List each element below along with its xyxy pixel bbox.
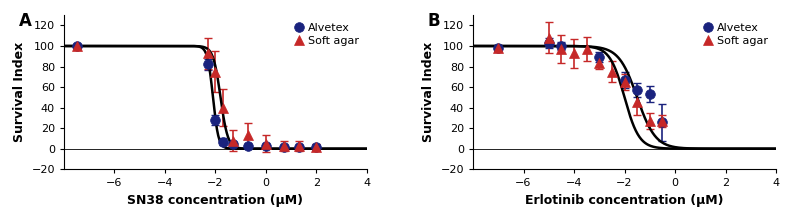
Soft agar (645, 120, 654, 122)
Soft agar (594, 62, 604, 65)
Soft agar (620, 81, 630, 83)
Legend: Alvetex, Soft agar: Alvetex, Soft agar (702, 21, 770, 49)
Soft agar (261, 142, 270, 145)
Soft agar (494, 47, 503, 49)
Text: A: A (18, 12, 31, 30)
X-axis label: SN38 concentration (μM): SN38 concentration (μM) (127, 194, 303, 207)
Alvetex (594, 56, 604, 59)
Alvetex (494, 47, 503, 49)
X-axis label: Erlotinib concentration (μM): Erlotinib concentration (μM) (526, 194, 724, 207)
Alvetex (279, 145, 289, 148)
Alvetex (557, 45, 566, 47)
Alvetex (312, 145, 322, 148)
Alvetex (261, 144, 270, 147)
Alvetex (228, 142, 238, 145)
Soft agar (203, 52, 213, 54)
Alvetex (632, 89, 642, 92)
Alvetex (203, 63, 213, 66)
Alvetex (294, 145, 304, 148)
Line: Alvetex: Alvetex (72, 41, 322, 151)
Soft agar (243, 134, 253, 137)
Alvetex (645, 93, 654, 95)
Alvetex (620, 79, 630, 81)
Soft agar (632, 101, 642, 104)
Soft agar (557, 48, 566, 50)
Soft agar (210, 70, 220, 73)
Soft agar (582, 48, 591, 50)
Text: B: B (427, 12, 440, 30)
Alvetex (210, 119, 220, 121)
Line: Soft agar: Soft agar (72, 41, 322, 151)
Line: Soft agar: Soft agar (494, 33, 667, 126)
Soft agar (228, 139, 238, 142)
Legend: Alvetex, Soft agar: Alvetex, Soft agar (293, 21, 362, 49)
Alvetex (544, 42, 554, 44)
Soft agar (294, 144, 304, 147)
Soft agar (570, 52, 579, 54)
Soft agar (218, 106, 228, 109)
Soft agar (658, 120, 667, 122)
Alvetex (72, 45, 82, 47)
Alvetex (658, 121, 667, 123)
Y-axis label: Survival Index: Survival Index (13, 42, 26, 142)
Soft agar (607, 70, 617, 73)
Line: Alvetex: Alvetex (494, 38, 667, 127)
Soft agar (544, 36, 554, 39)
Soft agar (312, 145, 322, 148)
Alvetex (218, 140, 228, 143)
Y-axis label: Survival Index: Survival Index (422, 42, 435, 142)
Alvetex (243, 144, 253, 147)
Soft agar (279, 144, 289, 147)
Soft agar (72, 45, 82, 47)
